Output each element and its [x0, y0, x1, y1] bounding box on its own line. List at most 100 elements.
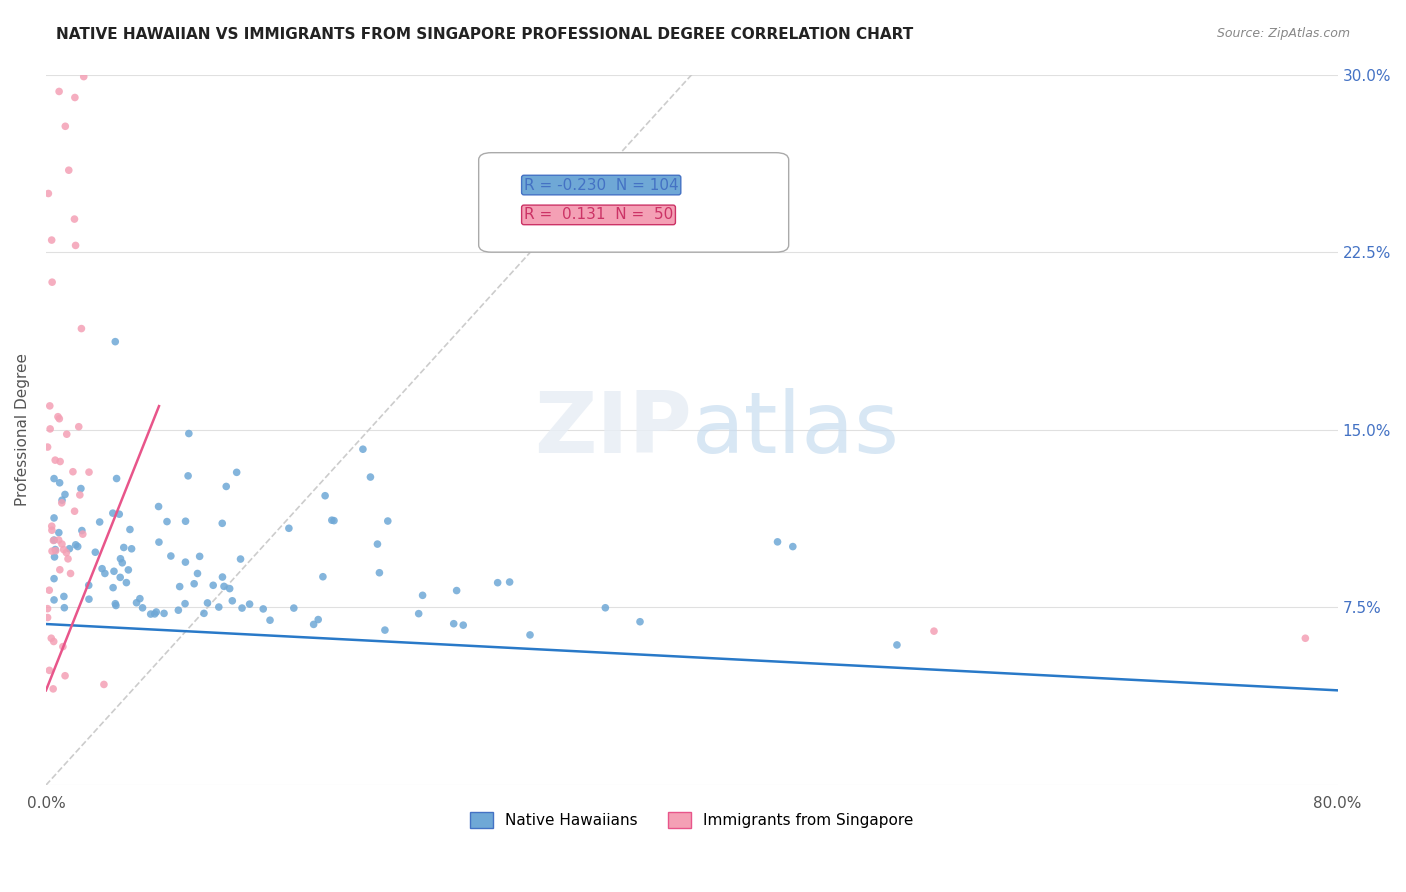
FancyBboxPatch shape — [478, 153, 789, 252]
Point — [211, 516, 233, 531]
Point — [259, 613, 281, 627]
Point — [53, 669, 76, 683]
Point — [37, 440, 59, 454]
Point — [156, 515, 179, 529]
Point — [174, 597, 197, 611]
Point — [101, 581, 124, 595]
Point — [252, 602, 274, 616]
Point — [148, 535, 170, 549]
Point — [42, 572, 65, 586]
Point — [104, 597, 127, 611]
Point — [65, 538, 87, 552]
Point — [323, 514, 346, 528]
Point — [51, 537, 73, 551]
Point — [117, 563, 139, 577]
Point — [51, 496, 73, 510]
Point — [283, 601, 305, 615]
Point — [44, 542, 66, 557]
Point — [42, 681, 65, 696]
Point — [42, 533, 65, 548]
Point — [41, 275, 63, 289]
Point — [118, 523, 141, 537]
Point — [225, 466, 247, 480]
Point — [89, 515, 111, 529]
Point — [48, 85, 70, 99]
Point — [44, 453, 66, 467]
Point — [77, 578, 100, 592]
Point — [55, 546, 77, 560]
Point — [59, 566, 82, 581]
Point — [277, 521, 299, 535]
Point — [922, 624, 945, 639]
Point — [69, 488, 91, 502]
Point — [160, 549, 183, 563]
Point — [302, 617, 325, 632]
Point — [58, 541, 80, 556]
Point — [77, 592, 100, 607]
Point — [62, 465, 84, 479]
Point — [111, 556, 134, 570]
Point — [94, 566, 117, 581]
Point — [63, 212, 86, 227]
Point — [188, 549, 211, 564]
Point — [208, 600, 231, 615]
Point — [112, 541, 135, 555]
Point — [595, 600, 617, 615]
Point — [41, 519, 63, 533]
Point — [101, 506, 124, 520]
Point — [110, 551, 132, 566]
Point — [39, 632, 62, 646]
Point — [412, 588, 434, 602]
Point — [55, 427, 77, 442]
Legend: Native Hawaiians, Immigrants from Singapore: Native Hawaiians, Immigrants from Singap… — [464, 806, 920, 834]
Point — [104, 599, 127, 613]
Point — [377, 514, 399, 528]
Point — [84, 545, 107, 559]
Point — [38, 399, 60, 413]
Point — [218, 582, 240, 596]
Point — [451, 618, 474, 632]
Text: R = -0.230  N = 104: R = -0.230 N = 104 — [524, 178, 679, 193]
Text: atlas: atlas — [692, 388, 900, 471]
Point — [38, 583, 60, 598]
Point — [70, 524, 93, 538]
Point — [53, 487, 76, 501]
Point — [105, 471, 128, 485]
Point — [167, 603, 190, 617]
Point — [766, 534, 789, 549]
Point — [58, 163, 80, 178]
Point — [108, 507, 131, 521]
Point — [42, 511, 65, 525]
Point — [70, 482, 93, 496]
Point — [72, 527, 94, 541]
Point — [174, 555, 197, 569]
Point — [174, 514, 197, 528]
Point — [91, 562, 114, 576]
Point — [38, 664, 60, 678]
Point — [202, 578, 225, 592]
Point — [93, 677, 115, 691]
Point — [73, 70, 96, 84]
Point — [366, 537, 388, 551]
Point — [48, 475, 70, 490]
Point — [53, 120, 76, 134]
Point — [37, 601, 59, 615]
Point — [37, 186, 59, 201]
Point — [51, 493, 73, 508]
Point — [42, 593, 65, 607]
Point — [628, 615, 651, 629]
Point — [229, 552, 252, 566]
Point — [193, 607, 215, 621]
Point — [352, 442, 374, 457]
Point — [321, 513, 343, 527]
Point — [186, 566, 208, 581]
Point — [212, 579, 235, 593]
Point — [63, 504, 86, 518]
Point — [211, 570, 233, 584]
Point — [408, 607, 430, 621]
Point — [49, 454, 72, 468]
Point — [39, 422, 62, 436]
Point — [46, 409, 69, 424]
Point — [108, 570, 131, 584]
Point — [53, 600, 76, 615]
